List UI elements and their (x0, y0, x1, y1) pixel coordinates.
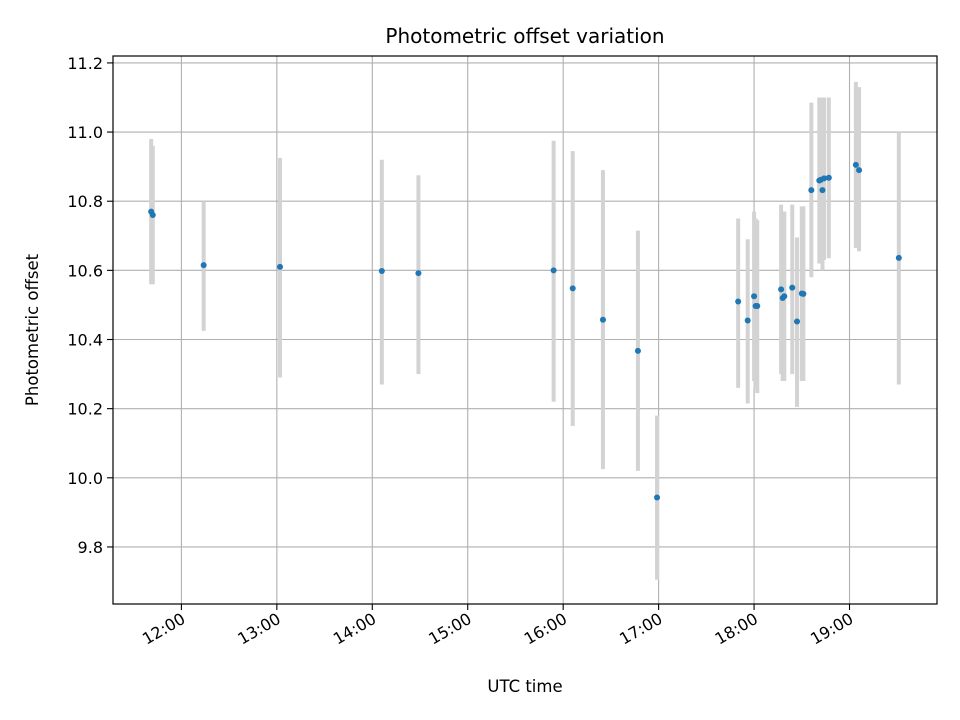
y-tick-label: 10.8 (67, 192, 103, 211)
data-point (789, 284, 796, 291)
data-point (754, 302, 761, 309)
x-tick-label: 14:00 (330, 609, 379, 649)
data-point (852, 161, 859, 168)
x-tick-label: 15:00 (425, 609, 474, 649)
error-bars (149, 81, 901, 580)
data-point (415, 270, 422, 277)
y-tick-label: 11.0 (67, 123, 103, 142)
data-point (895, 254, 902, 261)
data-point (825, 174, 832, 181)
data-point (821, 175, 828, 182)
data-point (550, 267, 557, 274)
plot-frame (112, 55, 938, 605)
data-point (808, 187, 815, 194)
data-point (856, 167, 863, 174)
x-tick-label: 12:00 (139, 609, 188, 649)
data-point (744, 317, 751, 324)
data-point (819, 187, 826, 194)
chart-title: Photometric offset variation (385, 24, 664, 48)
x-tick-label: 18:00 (712, 609, 761, 649)
x-tick-label: 16:00 (521, 609, 570, 649)
data-point (778, 286, 785, 293)
data-point (599, 316, 606, 323)
y-tick-label: 9.8 (78, 538, 103, 557)
data-point (569, 285, 576, 292)
data-point (634, 347, 641, 354)
data-point (200, 262, 207, 269)
x-tick-label: 17:00 (616, 609, 665, 649)
x-tick-label: 13:00 (234, 609, 283, 649)
y-axis-ticks: 9.8 10.0 10.2 10.4 10.6 10.8 11.0 11.2 (67, 54, 113, 557)
y-axis-label: Photometric offset (23, 253, 42, 406)
data-point (654, 494, 661, 501)
y-tick-label: 10.4 (67, 331, 103, 350)
y-tick-label: 10.0 (67, 469, 103, 488)
data-point (378, 268, 385, 275)
x-axis-ticks: 12:00 13:00 14:00 15:00 16:00 17:00 18:00 19:00 (139, 604, 857, 649)
data-point (277, 263, 284, 270)
data-point (781, 293, 788, 300)
data-point (735, 298, 742, 305)
data-points (148, 161, 902, 501)
x-axis-label: UTC time (487, 677, 562, 696)
data-point (751, 293, 758, 300)
data-point (800, 290, 807, 297)
data-point (149, 212, 156, 219)
grid-lines (113, 56, 937, 604)
y-tick-label: 11.2 (67, 54, 103, 73)
data-point (794, 318, 801, 325)
x-tick-label: 19:00 (807, 609, 856, 649)
y-tick-label: 10.2 (67, 400, 103, 419)
y-tick-label: 10.6 (67, 261, 103, 280)
